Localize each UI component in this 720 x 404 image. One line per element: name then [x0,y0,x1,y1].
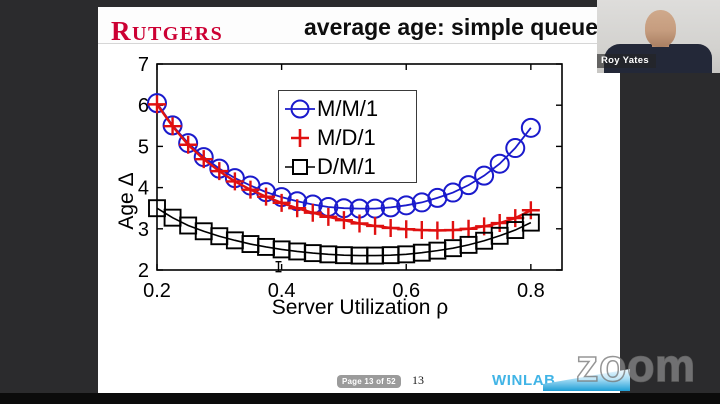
legend-entry-md1: M/D/1 [283,123,412,152]
chart-legend: M/M/1 M/D/1 D/M/1 [278,90,417,183]
presentation-slide: RUTGERS average age: simple queue 0.2 0.4… [98,7,620,393]
x-axis-label: Server Utilization ρ [271,296,449,319]
letterbox-bottom-bar [0,393,720,404]
dm1-square-marker-icon [285,158,315,175]
md1-plus-marker-icon [291,128,309,147]
winlab-swoosh-icon [543,369,630,391]
svg-text:2: 2 [138,260,149,282]
error-bar-annotation [275,261,282,273]
svg-text:6: 6 [138,95,149,117]
rutgers-logo: RUTGERS [111,16,224,46]
zoom-watermark: zoom [575,339,696,392]
mm1-circle-marker-icon [285,99,315,118]
y-axis-label: Age Δ [115,172,138,230]
svg-text:7: 7 [138,54,149,76]
page-progress-badge: Page 13 of 52 [337,375,401,388]
series-dm1 [148,199,540,265]
legend-label-dm1: D/M/1 [317,153,376,179]
slide-header: RUTGERS average age: simple queue [98,7,620,46]
legend-entry-mm1: M/M/1 [283,94,412,123]
legend-label-mm1: M/M/1 [317,95,379,121]
legend-entry-dm1: D/M/1 [283,152,412,181]
legend-label-md1: M/D/1 [317,124,376,150]
webcam-video: Roy Yates [597,0,720,73]
speaker-head [645,10,676,47]
slide-title: average age: simple queue [304,14,599,40]
slide-page-number: 13 [412,373,424,387]
participant-name-label: Roy Yates [597,54,656,68]
winlab-logo: WINLAB [492,372,556,389]
